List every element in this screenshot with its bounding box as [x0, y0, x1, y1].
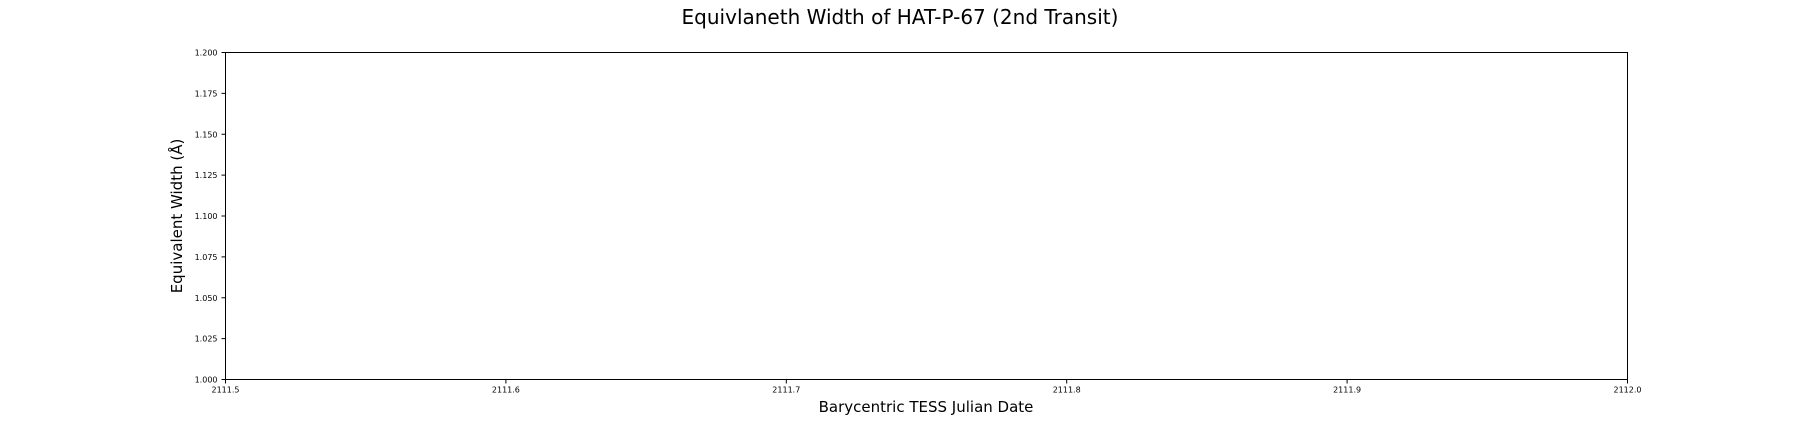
y-axis-ticks: 1.000 1.025 1.050 1.075 1.100 1.125 1.150 1.175… — [195, 49, 226, 385]
y-tick-label: 1.100 — [195, 212, 218, 221]
plot-frame — [225, 52, 1628, 380]
y-tick-label: 1.050 — [195, 294, 218, 303]
x-axis-ticks: 2111.5 2111.6 2111.7 2111.8 2111.9 2112.0 — [212, 379, 1642, 395]
y-tick-label: 1.175 — [195, 89, 218, 98]
y-axis-label: Equivalent Width (Å) — [167, 139, 186, 294]
chart-title: Equivlaneth Width of HAT-P-67 (2nd Trans… — [682, 5, 1119, 29]
x-tick-label: 2111.7 — [772, 386, 800, 395]
y-tick-label: 1.000 — [195, 376, 218, 385]
y-tick-label: 1.025 — [195, 335, 218, 344]
x-axis-label: Barycentric TESS Julian Date — [819, 398, 1034, 416]
x-tick-label: 2111.6 — [492, 386, 520, 395]
y-tick-label: 1.075 — [195, 253, 218, 262]
y-tick-label: 1.200 — [195, 49, 218, 58]
y-tick-label: 1.150 — [195, 130, 218, 139]
x-tick-label: 2111.5 — [212, 386, 240, 395]
y-tick-label: 1.125 — [195, 171, 218, 180]
x-tick-label: 2111.8 — [1053, 386, 1081, 395]
x-tick-label: 2111.9 — [1333, 386, 1361, 395]
x-tick-label: 2112.0 — [1614, 386, 1642, 395]
